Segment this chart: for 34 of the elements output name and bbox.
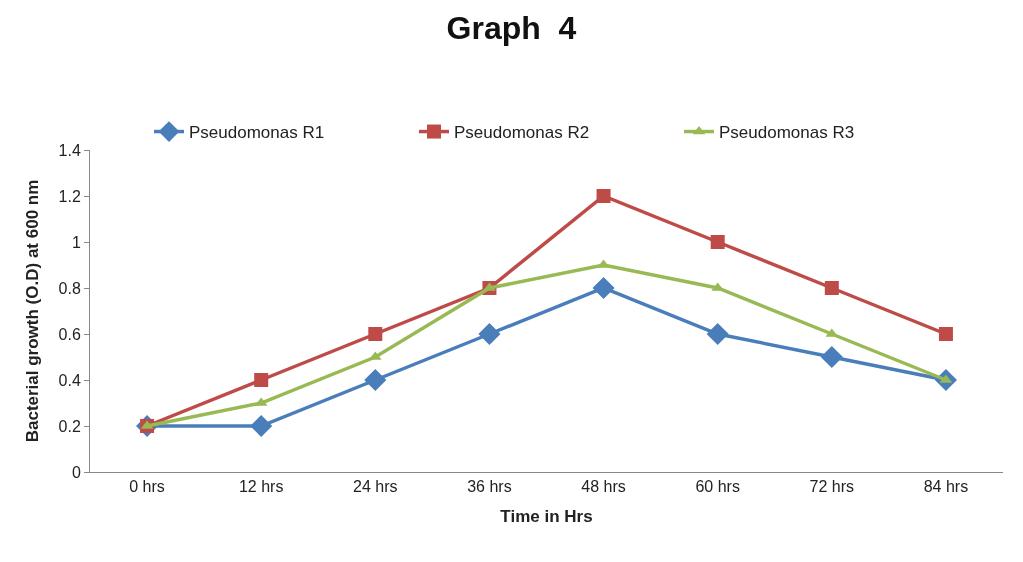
point: [820, 345, 843, 369]
point: [710, 235, 725, 249]
point: [364, 368, 387, 392]
y-tick-label: 0.8: [58, 279, 81, 297]
x-tick-label: 72 hrs: [809, 478, 855, 496]
x-tick-label: 60 hrs: [695, 478, 740, 496]
y-axis-title: Bacterial growth (O.D) at 600 nm: [23, 179, 43, 443]
legend-label: Pseudomonas R1: [189, 123, 325, 143]
y-tick-label: 1.4: [58, 141, 81, 159]
x-tick-label: 24 hrs: [353, 478, 398, 496]
x-tick-label: 0 hrs: [129, 478, 165, 496]
y-tick-label: 0.2: [58, 417, 81, 435]
point: [938, 327, 953, 341]
y-tick-label: 0.4: [58, 371, 81, 389]
x-tick-label: 48 hrs: [581, 478, 626, 496]
x-tick-label: 36 hrs: [467, 478, 512, 496]
legend-label: Pseudomonas R2: [454, 123, 590, 143]
y-tick-label: 0: [71, 463, 81, 481]
chart-title: Graph 4: [446, 10, 577, 47]
point: [592, 276, 615, 300]
y-tick-label: 0.6: [58, 325, 81, 343]
point: [368, 327, 383, 341]
point: [250, 414, 273, 438]
x-tick-label: 12 hrs: [238, 478, 284, 496]
point: [706, 322, 729, 346]
point: [254, 373, 269, 387]
y-tick-label: 1: [71, 233, 81, 251]
point: [478, 322, 501, 346]
x-tick-label: 84 hrs: [923, 478, 969, 496]
x-axis-title: Time in Hrs: [500, 506, 593, 526]
y-tick-label: 1.2: [58, 187, 81, 205]
point: [596, 189, 611, 203]
point: [824, 281, 839, 295]
legend-label: Pseudomonas R3: [719, 123, 855, 143]
